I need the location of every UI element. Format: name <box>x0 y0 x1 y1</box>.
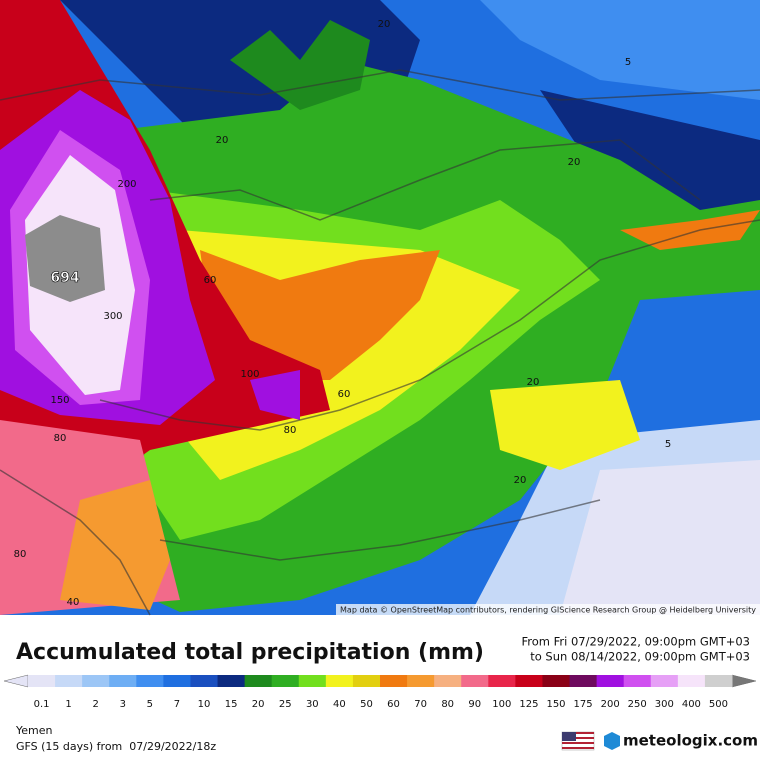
region: Yemen <box>15 724 53 737</box>
legend-label: 30 <box>306 699 319 710</box>
contour-label: 100 <box>240 369 259 380</box>
legend-label: 250 <box>628 699 647 710</box>
legend-swatch <box>677 675 706 687</box>
legend-label: 90 <box>468 699 481 710</box>
legend: 0.1 1 2 3 5 7 10 15 20 25 30 40 50 60 70 80 90 100 125 150 1… <box>3 674 757 710</box>
legend-label: 100 <box>492 699 511 710</box>
contour-label: 300 <box>103 311 122 322</box>
legend-label: 25 <box>279 699 292 710</box>
contour-label: 60 <box>338 389 351 400</box>
title: Accumulated total precipitation (mm) <box>16 640 484 665</box>
map: 20 5 20 20 200 694 60 300 100 150 60 80 … <box>0 0 760 616</box>
contour-label: 60 <box>204 275 217 286</box>
legend-label: 300 <box>655 699 674 710</box>
contour-label: 200 <box>117 179 136 190</box>
legend-swatch <box>569 675 598 687</box>
legend-swatch <box>488 675 516 687</box>
contour-label: 20 <box>527 377 540 388</box>
contour-label: 5 <box>625 57 631 68</box>
legend-label: 0.1 <box>34 699 50 710</box>
legend-swatch <box>298 675 327 687</box>
legend-swatch <box>515 675 543 687</box>
contour-label: 40 <box>67 597 80 608</box>
period-to: to Sun 08/14/2022, 09:00pm GMT+03 <box>530 650 750 664</box>
attribution: Map data © OpenStreetMap contributors, r… <box>340 606 756 615</box>
legend-label: 175 <box>574 699 593 710</box>
legend-label: 5 <box>147 699 153 710</box>
legend-swatch <box>217 675 246 687</box>
legend-label: 3 <box>120 699 126 710</box>
brand[interactable]: meteologix.com <box>623 732 758 750</box>
flag <box>561 731 595 751</box>
legend-swatch <box>352 675 381 687</box>
legend-label: 7 <box>174 699 180 710</box>
legend-swatch <box>704 675 733 687</box>
contour-label: 20 <box>514 475 527 486</box>
legend-label: 500 <box>709 699 728 710</box>
legend-label: 200 <box>601 699 620 710</box>
contour-label: 80 <box>54 433 67 444</box>
contour-label: 80 <box>14 549 27 560</box>
legend-swatch <box>380 675 408 687</box>
contour-label: 694 <box>50 270 79 286</box>
legend-swatch <box>407 675 435 687</box>
legend-label: 10 <box>198 699 211 710</box>
period-from: From Fri 07/29/2022, 09:00pm GMT+03 <box>521 635 750 649</box>
legend-swatch <box>623 675 652 687</box>
legend-swatch <box>650 675 679 687</box>
legend-swatch <box>434 675 462 687</box>
legend-label: 70 <box>414 699 427 710</box>
legend-swatch <box>542 675 571 687</box>
legend-label: 50 <box>360 699 373 710</box>
contour-label: 20 <box>216 135 229 146</box>
legend-swatch <box>271 675 300 687</box>
legend-label: 60 <box>387 699 400 710</box>
legend-swatch <box>461 675 489 687</box>
legend-label: 125 <box>519 699 538 710</box>
legend-arrow-high <box>731 674 757 688</box>
legend-swatch <box>82 675 110 687</box>
legend-label: 400 <box>682 699 701 710</box>
legend-swatch <box>28 675 56 687</box>
legend-label: 1 <box>65 699 71 710</box>
contour-label: 80 <box>284 425 297 436</box>
legend-label: 20 <box>252 699 265 710</box>
contour-label: 20 <box>378 19 391 30</box>
legend-swatch <box>190 675 219 687</box>
legend-arrow-low <box>3 674 29 688</box>
legend-swatch <box>109 675 137 687</box>
legend-label: 2 <box>93 699 99 710</box>
legend-swatch <box>55 675 83 687</box>
legend-label: 40 <box>333 699 346 710</box>
contour-label: 20 <box>568 157 581 168</box>
contour-label: 5 <box>665 439 671 450</box>
legend-label: 150 <box>546 699 565 710</box>
legend-swatch <box>163 675 191 687</box>
legend-swatch <box>136 675 164 687</box>
legend-swatch <box>596 675 625 687</box>
legend-label: 80 <box>441 699 454 710</box>
legend-swatch <box>244 675 273 687</box>
legend-swatch <box>325 675 354 687</box>
contour-label: 150 <box>50 395 69 406</box>
model-run: GFS (15 days) from 07/29/2022/18z <box>16 740 216 753</box>
legend-label: 15 <box>225 699 238 710</box>
logo-icon <box>604 732 620 750</box>
